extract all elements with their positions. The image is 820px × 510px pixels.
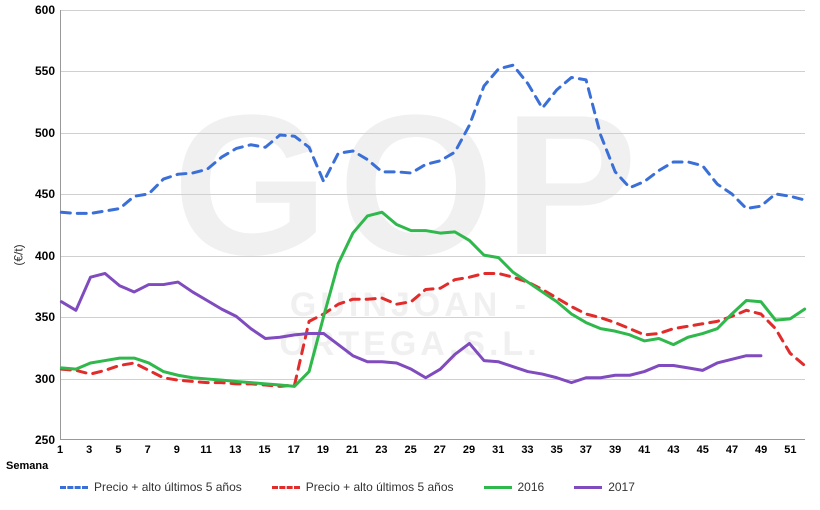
x-tick-label: 35	[551, 444, 563, 456]
x-tick-label: 33	[521, 444, 533, 456]
x-tick-label: 13	[229, 444, 241, 456]
series-line-high5	[61, 65, 804, 213]
y-tick-label: 500	[15, 126, 55, 140]
legend-item-2016: 2016	[484, 480, 545, 494]
x-tick-label: 9	[174, 444, 180, 456]
y-tick-label: 450	[15, 187, 55, 201]
series-line-y2016	[61, 212, 804, 386]
y-tick-label: 300	[15, 372, 55, 386]
x-tick-label: 45	[697, 444, 709, 456]
legend-item-low5: Precio + alto últimos 5 años	[272, 480, 454, 494]
legend-label: 2017	[608, 480, 635, 494]
legend-label: 2016	[518, 480, 545, 494]
y-tick-label: 550	[15, 64, 55, 78]
chart-container: GOP GUINJOAN - ORTEGA,S.L. (€/t) 2503003…	[0, 0, 820, 510]
x-tick-label: 27	[434, 444, 446, 456]
plot-area	[60, 10, 805, 440]
x-axis-label: Semana	[6, 460, 48, 472]
x-tick-label: 19	[317, 444, 329, 456]
x-tick-label: 17	[288, 444, 300, 456]
legend-item-high5: Precio + alto últimos 5 años	[60, 480, 242, 494]
x-tick-label: 1	[57, 444, 63, 456]
legend-swatch-icon	[272, 486, 300, 489]
x-tick-label: 15	[258, 444, 270, 456]
y-tick-label: 250	[15, 433, 55, 447]
legend: Precio + alto últimos 5 años Precio + al…	[60, 480, 805, 494]
x-tick-label: 23	[375, 444, 387, 456]
x-tick-label: 43	[667, 444, 679, 456]
x-tick-label: 47	[726, 444, 738, 456]
x-tick-label: 3	[86, 444, 92, 456]
y-tick-label: 600	[15, 3, 55, 17]
x-tick-label: 51	[784, 444, 796, 456]
x-tick-label: 7	[145, 444, 151, 456]
x-tick-label: 37	[580, 444, 592, 456]
legend-swatch-icon	[574, 486, 602, 489]
x-tick-label: 31	[492, 444, 504, 456]
y-tick-label: 350	[15, 310, 55, 324]
legend-swatch-icon	[484, 486, 512, 489]
line-series-svg	[61, 10, 805, 439]
x-tick-label: 49	[755, 444, 767, 456]
y-tick-label: 400	[15, 249, 55, 263]
legend-item-2017: 2017	[574, 480, 635, 494]
legend-label: Precio + alto últimos 5 años	[94, 480, 242, 494]
x-tick-label: 29	[463, 444, 475, 456]
x-tick-label: 11	[200, 444, 212, 456]
x-tick-label: 5	[115, 444, 121, 456]
x-tick-label: 21	[346, 444, 358, 456]
legend-swatch-icon	[60, 486, 88, 489]
x-tick-label: 41	[638, 444, 650, 456]
legend-label: Precio + alto últimos 5 años	[306, 480, 454, 494]
x-tick-label: 25	[404, 444, 416, 456]
x-tick-label: 39	[609, 444, 621, 456]
series-line-y2017	[61, 273, 761, 382]
